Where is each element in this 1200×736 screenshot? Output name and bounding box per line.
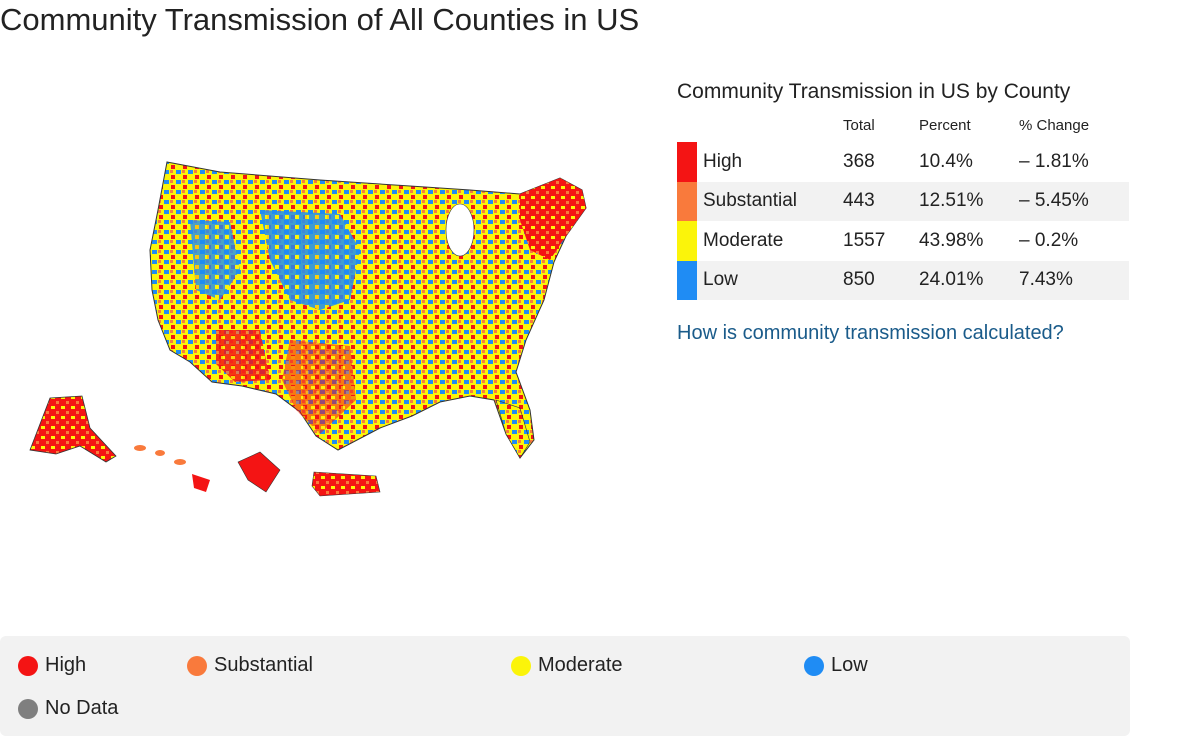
northeast-high-region (520, 178, 586, 260)
row-total: 443 (843, 181, 919, 221)
legend-item-substantial[interactable]: Substantial (187, 654, 313, 677)
legend-label: Low (831, 654, 868, 676)
legend-label: Substantial (214, 654, 313, 676)
substantial-swatch (677, 181, 697, 221)
alaska-region (29, 395, 117, 463)
legend-item-no-data[interactable]: No Data (18, 697, 118, 720)
high-swatch (677, 142, 697, 182)
row-level: High (703, 150, 743, 172)
row-level: Substantial (697, 181, 843, 221)
legend-item-low[interactable]: Low (804, 654, 868, 677)
mountain-low-region (190, 220, 240, 300)
header-total: Total (843, 116, 875, 134)
hawaii-region (134, 445, 210, 492)
substantial-dot-icon (187, 655, 207, 676)
header-spacer (677, 110, 697, 142)
us-county-transmission-map[interactable] (20, 150, 600, 510)
great-lakes (445, 203, 475, 257)
texas-region (282, 340, 356, 434)
map-svg[interactable] (20, 150, 600, 510)
territory-region (237, 451, 281, 493)
summary-panel: Community Transmission in US by County T… (677, 80, 1129, 345)
low-swatch (677, 260, 697, 300)
high-dot-icon (18, 655, 38, 676)
row-change: – 1.81% (1019, 150, 1089, 172)
moderate-swatch (677, 221, 697, 261)
legend-label: Moderate (538, 654, 623, 676)
header-change: % Change (1019, 116, 1090, 134)
table-title: Community Transmission in US by County (677, 80, 1071, 103)
row-change: – 0.2% (1019, 229, 1079, 251)
row-total: 1557 (843, 229, 886, 251)
row-total: 368 (843, 150, 875, 172)
florida-region (495, 399, 531, 459)
row-percent: 43.98% (919, 229, 984, 251)
header-spacer-level (697, 110, 843, 142)
legend-item-moderate[interactable]: Moderate (511, 654, 623, 677)
no-data-dot-icon (18, 698, 38, 719)
row-percent: 24.01% (919, 260, 1019, 300)
row-total: 850 (843, 260, 919, 300)
table-row-high: High 368 10.4% – 1.81% (677, 142, 1129, 182)
row-level: Moderate (703, 229, 784, 251)
header-percent: Percent (919, 116, 971, 134)
plains-low-region (260, 210, 360, 310)
table-row-low: Low 850 24.01% 7.43% (677, 260, 1129, 300)
row-change: – 5.45% (1019, 181, 1129, 221)
page-title: Community Transmission of All Counties i… (0, 2, 640, 37)
row-change: 7.43% (1019, 260, 1129, 300)
moderate-dot-icon (511, 655, 531, 676)
row-level: Low (697, 260, 843, 300)
transmission-table: Total Percent % Change High 368 10.4% – … (677, 110, 1129, 300)
map-legend: High Substantial Moderate Low No Data (0, 636, 1130, 736)
row-percent: 10.4% (919, 150, 973, 172)
legend-label: No Data (45, 697, 119, 719)
table-row-substantial: Substantial 443 12.51% – 5.45% (677, 181, 1129, 221)
row-percent: 12.51% (919, 181, 1019, 221)
table-header-row: Total Percent % Change (677, 110, 1129, 142)
calculation-info-link[interactable]: How is community transmission calculated… (677, 322, 1064, 344)
table-row-moderate: Moderate 1557 43.98% – 0.2% (677, 221, 1129, 261)
legend-item-high[interactable]: High (18, 654, 86, 677)
contiguous-us-region (149, 161, 587, 459)
low-dot-icon (804, 655, 824, 676)
puerto-rico-region (311, 471, 381, 497)
southwest-high-region (216, 330, 270, 382)
legend-label: High (45, 654, 87, 676)
